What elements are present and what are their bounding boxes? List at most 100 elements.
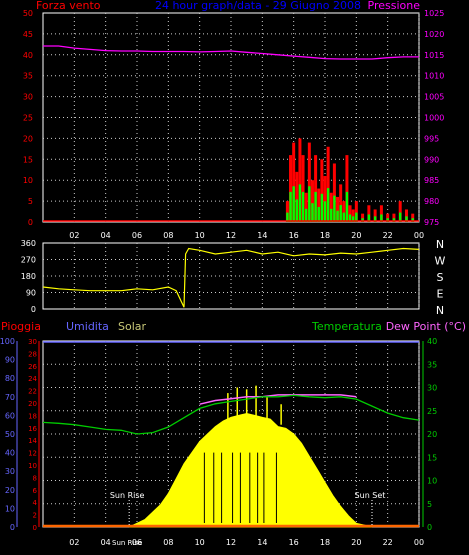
wind-speed-avg-bar bbox=[361, 218, 364, 222]
wind-right-tick-label: 975 bbox=[424, 218, 439, 227]
wind-speed-bar bbox=[298, 138, 302, 222]
weather-x-tick-label: 12 bbox=[226, 538, 236, 547]
compass-label: N bbox=[436, 304, 444, 317]
humidity-tick-label: 70 bbox=[5, 393, 15, 402]
wind-speed-bar bbox=[307, 142, 311, 222]
weather-x-tick-label: 10 bbox=[195, 538, 205, 547]
humidity-tick-label: 80 bbox=[5, 374, 15, 383]
wind-speed-bar bbox=[351, 209, 355, 222]
wind-x-tick-label: 14 bbox=[257, 231, 267, 240]
wind-speed-bar bbox=[323, 176, 327, 222]
temperature-line bbox=[42, 394, 420, 435]
header-pressure-label: Pressione bbox=[368, 0, 421, 12]
wind-speed-bar bbox=[326, 146, 330, 222]
rain-label: Pioggia bbox=[1, 320, 41, 333]
wind-speed-avg-bar bbox=[342, 212, 345, 222]
solar-label: Solar bbox=[118, 320, 147, 333]
compass-label: W bbox=[435, 255, 446, 268]
wind-left-tick-label: 30 bbox=[23, 93, 33, 102]
wind-x-tick-label: 22 bbox=[383, 231, 393, 240]
wind-speed-avg-bar bbox=[289, 191, 292, 222]
wind-right-tick-label: 1020 bbox=[424, 30, 444, 39]
compass-label: E bbox=[437, 288, 444, 301]
wind-speed-avg-bar bbox=[298, 184, 302, 222]
humidity-tick-label: 100 bbox=[0, 337, 15, 346]
temperature-tick-label: 5 bbox=[427, 500, 432, 509]
wind-speed-avg-bar bbox=[380, 214, 383, 222]
wind-right-tick-label: 995 bbox=[424, 134, 439, 143]
rain-tick-label: 18 bbox=[28, 412, 37, 420]
wind-speed-avg-bar bbox=[405, 216, 408, 222]
rain-tick-label: 2 bbox=[33, 512, 37, 520]
wind-x-tick-label: 04 bbox=[101, 231, 111, 240]
rain-tick-label: 22 bbox=[28, 388, 37, 396]
wind-speed-avg-bar bbox=[336, 210, 339, 222]
direction-tick-label: 360 bbox=[21, 239, 36, 248]
rain-tick-label: 6 bbox=[33, 487, 38, 495]
wind-speed-bar bbox=[329, 192, 333, 222]
weather-x-tick-label: 22 bbox=[383, 538, 393, 547]
direction-tick-label: 270 bbox=[21, 256, 36, 265]
sun-set-label: Sun Set bbox=[355, 491, 386, 500]
wind-speed-bar bbox=[398, 201, 402, 222]
wind-speed-bar bbox=[367, 205, 371, 222]
wind-speed-avg-bar bbox=[311, 203, 314, 222]
temperature-tick-label: 25 bbox=[427, 407, 437, 416]
rain-tick-label: 26 bbox=[28, 363, 37, 371]
wind-speed-avg-bar bbox=[323, 201, 327, 222]
rain-tick-label: 30 bbox=[28, 338, 37, 346]
wind-x-tick-label: 18 bbox=[320, 231, 330, 240]
weather-x-tick-label: 18 bbox=[320, 538, 330, 547]
wind-speed-bar bbox=[379, 205, 383, 222]
wind-speed-bar bbox=[345, 155, 349, 222]
wind-speed-bar bbox=[317, 188, 321, 222]
wind-left-tick-label: 5 bbox=[28, 197, 33, 206]
temperature-tick-label: 40 bbox=[427, 337, 437, 346]
wind-right-tick-label: 1005 bbox=[424, 93, 444, 102]
wind-speed-avg-bar bbox=[333, 195, 336, 222]
wind-speed-bar bbox=[289, 155, 293, 222]
wind-speed-avg-bar bbox=[373, 216, 377, 222]
direction-line bbox=[42, 247, 420, 308]
wind-speed-avg-bar bbox=[308, 186, 311, 222]
rain-tick-label: 20 bbox=[28, 400, 37, 408]
humidity-tick-label: 0 bbox=[10, 523, 15, 532]
wind-speed-bar bbox=[404, 209, 408, 222]
humidity-label: Umidita bbox=[66, 320, 109, 333]
header-wind-label: Forza vento bbox=[36, 0, 101, 12]
wind-speed-bar bbox=[348, 205, 352, 222]
wind-left-tick-label: 0 bbox=[28, 218, 33, 227]
wind-right-tick-label: 990 bbox=[424, 155, 439, 164]
wind-x-tick-label: 06 bbox=[132, 231, 142, 240]
direction-tick-label: 90 bbox=[26, 289, 36, 298]
rain-tick-label: 0 bbox=[33, 524, 37, 532]
wind-x-tick-label: 00 bbox=[414, 231, 424, 240]
wind-speed-avg-bar bbox=[411, 218, 414, 222]
wind-speed-avg-bar bbox=[320, 193, 324, 222]
wind-speed-bar bbox=[285, 201, 289, 222]
rain-tick-label: 8 bbox=[33, 474, 37, 482]
wind-left-tick-label: 45 bbox=[23, 30, 33, 39]
humidity-tick-label: 20 bbox=[5, 486, 15, 495]
wind-speed-bar bbox=[301, 155, 305, 222]
wind-speed-avg-bar bbox=[301, 191, 305, 222]
temperature-label: Temperatura bbox=[311, 320, 382, 333]
wind-speed-bar bbox=[373, 209, 377, 222]
wind-left-tick-label: 20 bbox=[23, 134, 33, 143]
wind-x-tick-label: 16 bbox=[289, 231, 299, 240]
wind-speed-avg-bar bbox=[295, 199, 298, 222]
rain-tick-label: 28 bbox=[28, 350, 37, 358]
wind-speed-avg-bar bbox=[339, 205, 342, 222]
humidity-tick-label: 90 bbox=[5, 356, 15, 365]
rain-tick-label: 16 bbox=[28, 425, 37, 433]
wind-right-tick-label: 980 bbox=[424, 197, 439, 206]
wind-speed-bar bbox=[314, 155, 318, 222]
wind-speed-bar bbox=[295, 171, 299, 222]
wind-x-tick-label: 02 bbox=[69, 231, 79, 240]
wind-left-tick-label: 35 bbox=[23, 72, 33, 81]
wind-pressure-panel: 0510152025303540455097598098599099510001… bbox=[23, 9, 445, 240]
wind-speed-bar bbox=[339, 184, 343, 222]
wind-speed-bar bbox=[332, 163, 336, 222]
